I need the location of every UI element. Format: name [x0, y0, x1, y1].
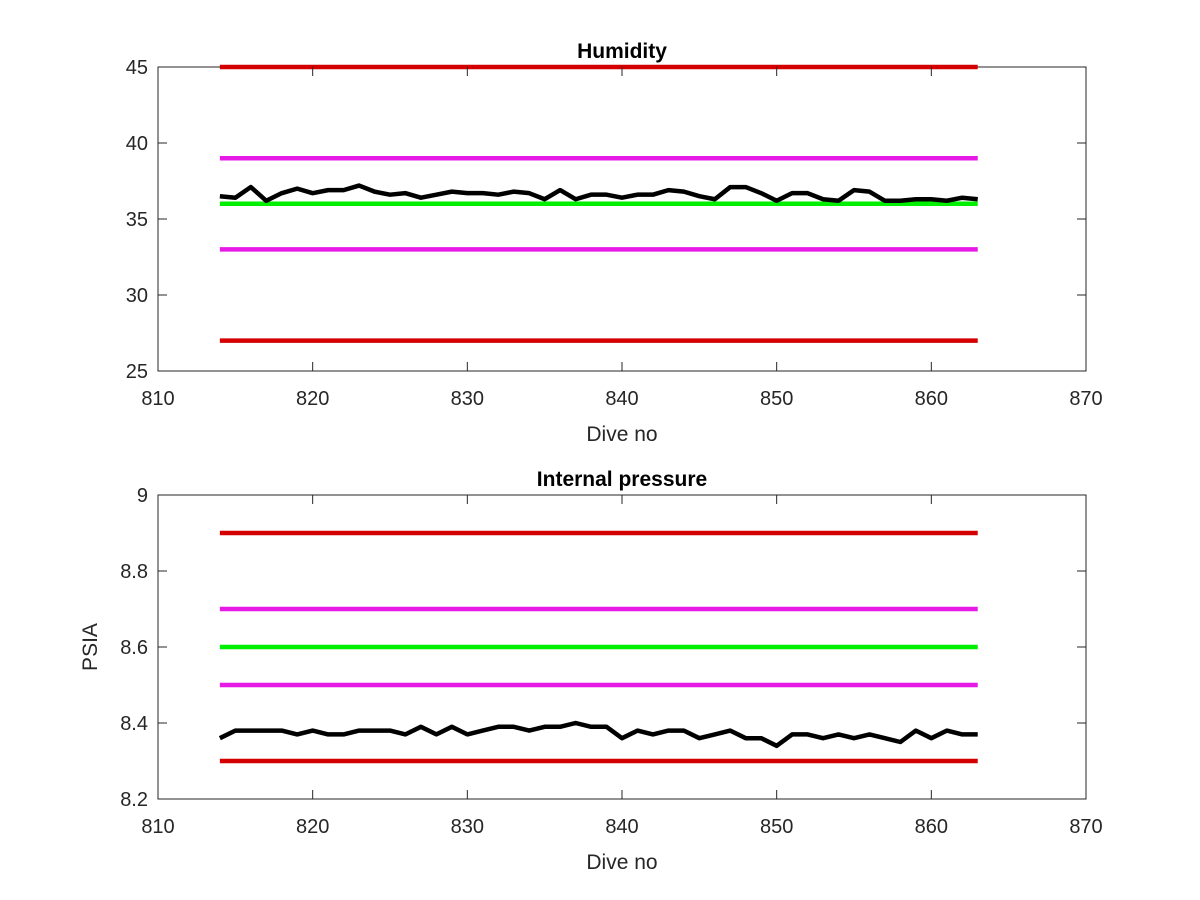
- pressure-x-tick-label: 860: [915, 816, 948, 838]
- pressure-y-tick-label: 8.6: [120, 637, 148, 659]
- pressure-title: Internal pressure: [537, 468, 707, 491]
- humidity-x-tick-label: 830: [451, 388, 484, 410]
- humidity-y-tick-label: 40: [126, 133, 148, 155]
- humidity-x-tick-label: 810: [141, 388, 174, 410]
- humidity-y-tick-label: 35: [126, 209, 148, 231]
- humidity-title: Humidity: [577, 40, 667, 63]
- pressure-y-tick-label: 9: [137, 485, 148, 507]
- pressure-x-tick-label: 810: [141, 816, 174, 838]
- pressure-x-tick-label: 820: [296, 816, 329, 838]
- humidity-subplot: 810 820 830 840 850 860 870 25 30 35 40 45 Humidit…: [126, 40, 1103, 446]
- humidity-x-axis-label: Dive no: [586, 423, 657, 446]
- pressure-x-ticks: 810 820 830 840 850 860 870: [141, 495, 1103, 838]
- pressure-y-tick-label: 8.4: [120, 713, 148, 735]
- pressure-y-tick-label: 8.2: [120, 789, 148, 811]
- pressure-marks: [218, 530, 978, 764]
- pressure-x-axis-label: Dive no: [586, 851, 657, 874]
- pressure-data-line: [218, 720, 978, 749]
- pressure-x-tick-label: 870: [1069, 816, 1102, 838]
- pressure-x-tick-label: 850: [760, 816, 793, 838]
- humidity-y-tick-label: 25: [126, 361, 148, 383]
- pressure-y-axis-label: PSIA: [79, 623, 102, 671]
- humidity-x-tick-label: 820: [296, 388, 329, 410]
- pressure-y-ticks: 8.2 8.4 8.6 8.8 9: [120, 485, 1086, 811]
- humidity-marks: [219, 64, 978, 343]
- humidity-y-tick-label: 45: [126, 57, 148, 79]
- humidity-x-tick-label: 870: [1069, 388, 1102, 410]
- humidity-x-tick-label: 850: [760, 388, 793, 410]
- pressure-subplot: 810 820 830 840 850 860 870 8.2 8.4 8.6 8.8 9 Inte…: [79, 468, 1103, 874]
- pressure-x-tick-label: 840: [605, 816, 638, 838]
- humidity-y-ticks: 25 30 35 40 45: [126, 57, 1086, 383]
- humidity-x-tick-label: 860: [915, 388, 948, 410]
- humidity-x-ticks: 810 820 830 840 850 860 870: [141, 67, 1103, 410]
- pressure-x-tick-label: 830: [451, 816, 484, 838]
- pressure-y-tick-label: 8.8: [120, 561, 148, 583]
- humidity-x-tick-label: 840: [605, 388, 638, 410]
- humidity-axes-box: [157, 66, 1087, 372]
- humidity-data-line: [219, 183, 978, 204]
- humidity-y-tick-label: 30: [126, 285, 148, 307]
